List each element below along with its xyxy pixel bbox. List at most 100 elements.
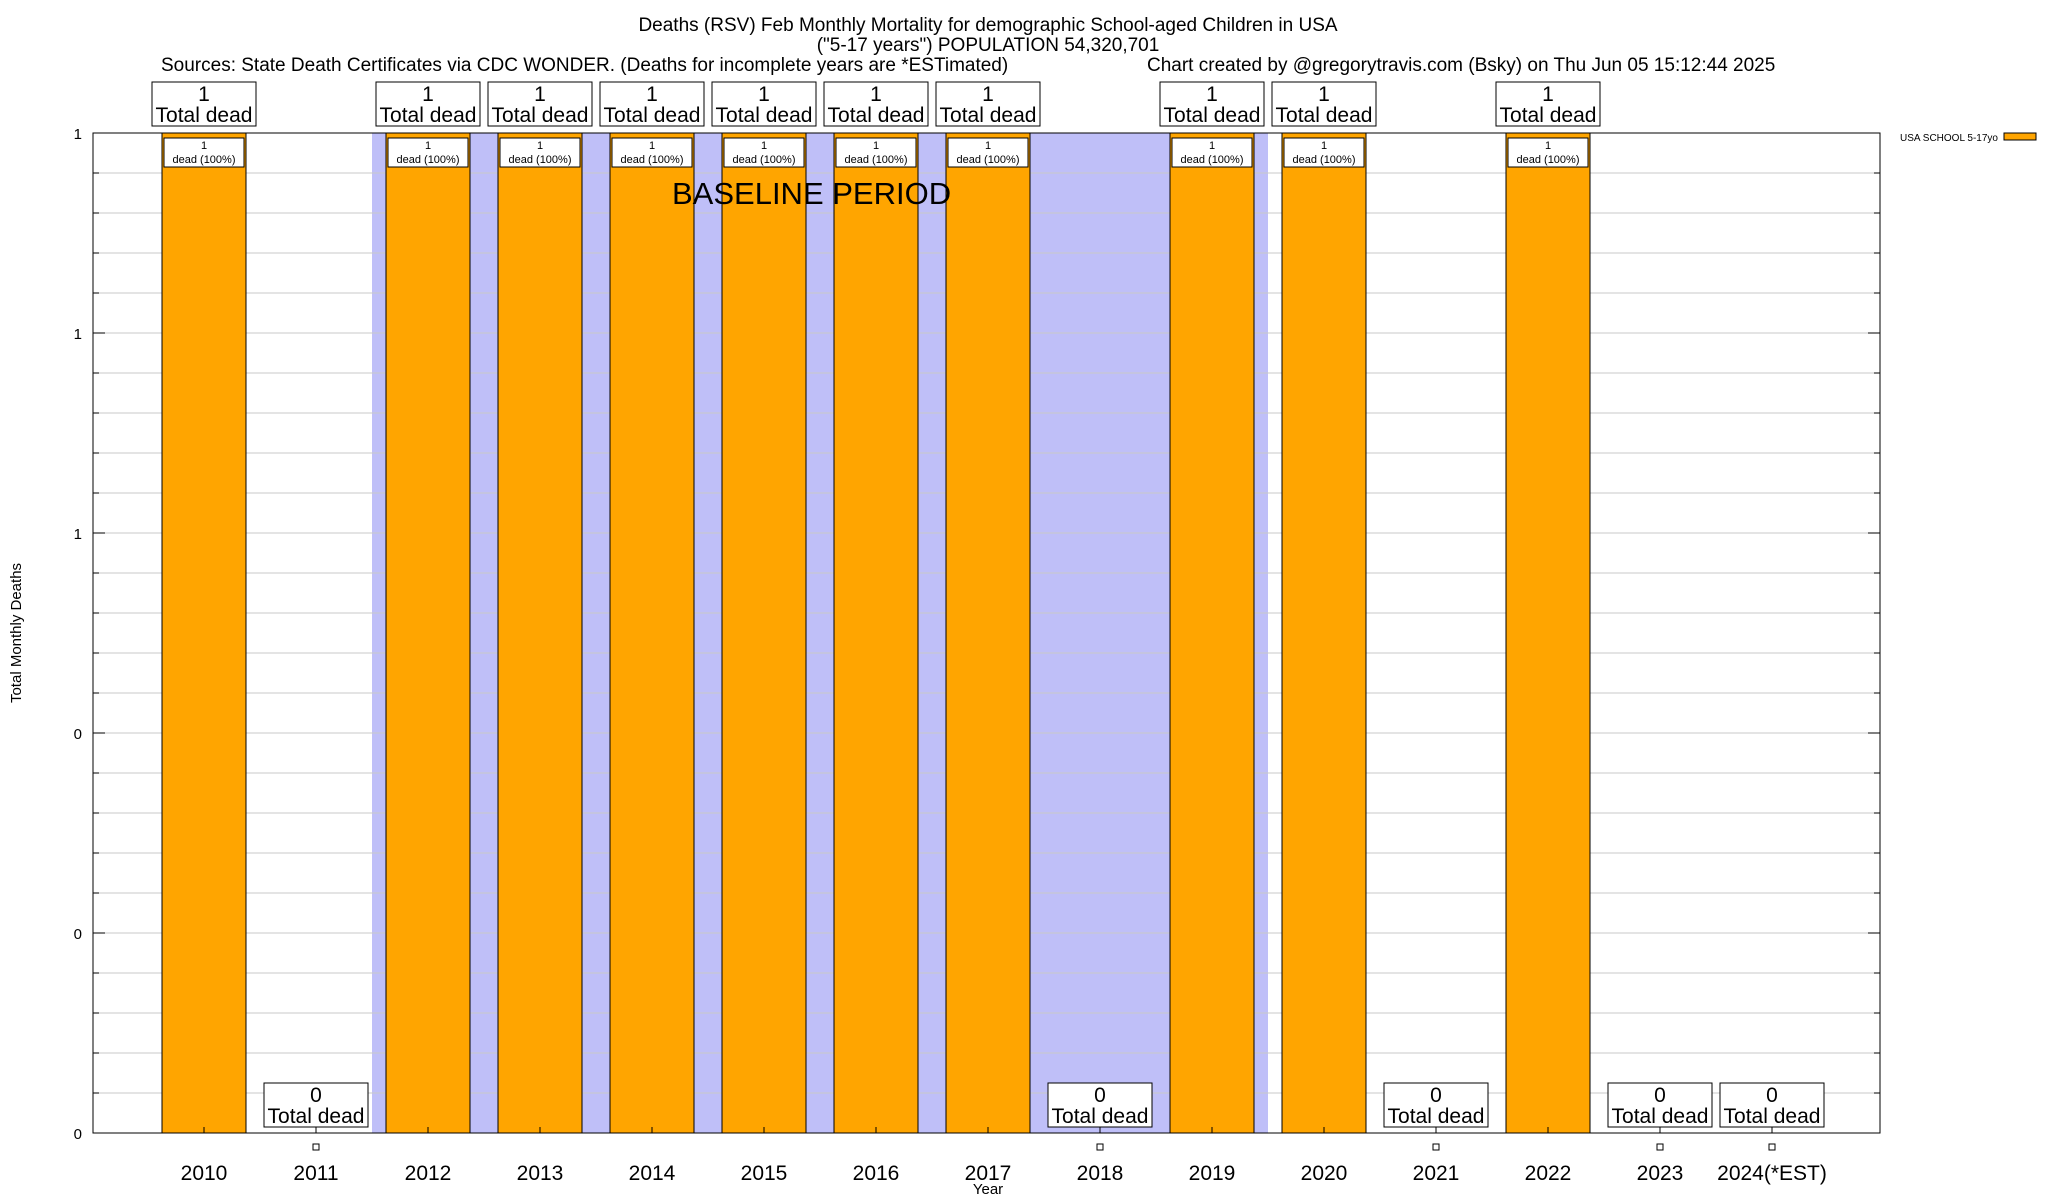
bar — [385, 132, 471, 1134]
baseline-period-label: BASELINE PERIOD — [672, 176, 951, 211]
total-label-box — [375, 81, 481, 127]
bar — [1281, 132, 1367, 1134]
y-tick-label: 0 — [74, 1126, 82, 1143]
segment-label-box — [611, 137, 693, 168]
total-label-count: 1 — [1318, 83, 1330, 106]
axis-ticks: 0 0 0 1 1 1 2010 2011 2012 2013 2014 2015 2016 2017 20… — [74, 126, 1880, 1185]
x-tick-label: 2013 — [517, 1162, 564, 1185]
x-tick-label: 2014 — [629, 1162, 676, 1185]
x-tick-label: 2018 — [1077, 1162, 1124, 1185]
segment-label-text: dead (100%) — [845, 154, 908, 166]
x-tick-label: 2022 — [1525, 1162, 1572, 1185]
segment-label-box — [387, 137, 469, 168]
segment-label-count: 1 — [201, 140, 207, 152]
x-tick-label: 2021 — [1413, 1162, 1460, 1185]
segment-label-count: 1 — [873, 140, 879, 152]
total-label-box — [1159, 81, 1265, 127]
x-tick-label: 2015 — [741, 1162, 788, 1185]
total-label-count: 1 — [534, 83, 546, 106]
total-label-count: 0 — [1094, 1084, 1106, 1107]
bar — [497, 132, 583, 1134]
total-label-box — [1607, 1082, 1713, 1128]
total-label-count: 1 — [422, 83, 434, 106]
y-axis-label: Total Monthly Deaths — [8, 563, 25, 703]
total-label-box — [823, 81, 929, 127]
bar — [833, 132, 919, 1134]
total-label-box — [151, 81, 257, 127]
total-label-count: 0 — [1766, 1084, 1778, 1107]
segment-label-text: dead (100%) — [733, 154, 796, 166]
x-tick-label: 2011 — [293, 1162, 338, 1185]
x-tick-label: 2010 — [181, 1162, 228, 1185]
segment-label-count: 1 — [425, 140, 431, 152]
total-label-text: Total dead — [716, 104, 813, 127]
segment-label-box — [723, 137, 805, 168]
bar — [1505, 132, 1591, 1134]
total-label-count: 0 — [310, 1084, 322, 1107]
y-tick-label: 0 — [74, 726, 82, 743]
total-label-box — [711, 81, 817, 127]
segment-label-text: dead (100%) — [1517, 154, 1580, 166]
total-label-text: Total dead — [156, 104, 253, 127]
chart-credit: Chart created by @gregorytravis.com (Bsk… — [1147, 55, 1775, 76]
chart-title: Deaths (RSV) Feb Monthly Mortality for d… — [638, 15, 1337, 36]
x-tick-label: 2012 — [405, 1162, 452, 1185]
total-label-text: Total dead — [1276, 104, 1373, 127]
total-label-count: 0 — [1654, 1084, 1666, 1107]
total-label-text: Total dead — [1500, 104, 1597, 127]
segment-label-count: 1 — [537, 140, 543, 152]
total-label-box — [263, 1082, 369, 1128]
total-label-count: 1 — [1542, 83, 1554, 106]
total-label-count: 1 — [1206, 83, 1218, 106]
segment-label-count: 1 — [985, 140, 991, 152]
sources-note: Sources: State Death Certificates via CD… — [161, 55, 1008, 76]
total-label-text: Total dead — [492, 104, 589, 127]
y-tick-label: 1 — [74, 126, 82, 143]
y-tick-label: 1 — [74, 326, 82, 343]
x-axis-label: Year — [973, 1181, 1003, 1198]
total-label-text: Total dead — [604, 104, 701, 127]
total-label-count: 1 — [982, 83, 994, 106]
y-tick-label: 1 — [74, 526, 82, 543]
chart-subtitle: ("5-17 years") POPULATION 54,320,701 — [817, 35, 1160, 56]
total-label-count: 1 — [870, 83, 882, 106]
total-label-box — [487, 81, 593, 127]
segment-label-text: dead (100%) — [397, 154, 460, 166]
total-label-text: Total dead — [828, 104, 925, 127]
segment-label-count: 1 — [1545, 140, 1551, 152]
total-label-box — [1495, 81, 1601, 127]
segment-label-box — [1507, 137, 1589, 168]
legend-label: USA SCHOOL 5-17yo — [1900, 133, 1998, 144]
total-label-box — [935, 81, 1041, 127]
total-label-text: Total dead — [1388, 1105, 1485, 1128]
plot-frame — [92, 132, 1881, 1134]
segment-label-text: dead (100%) — [173, 154, 236, 166]
segment-label-text: dead (100%) — [957, 154, 1020, 166]
total-label-text: Total dead — [1724, 1105, 1821, 1128]
total-label-count: 1 — [758, 83, 770, 106]
bar — [721, 132, 807, 1134]
segment-label-box — [1171, 137, 1253, 168]
segment-label-count: 1 — [1321, 140, 1327, 152]
total-label-text: Total dead — [1052, 1105, 1149, 1128]
bar — [609, 132, 695, 1134]
segment-label-count: 1 — [1209, 140, 1215, 152]
x-tick-label: 2016 — [853, 1162, 900, 1185]
total-label-text: Total dead — [940, 104, 1037, 127]
bar — [945, 132, 1031, 1134]
bars — [161, 132, 1776, 1151]
x-tick-label: 2020 — [1301, 1162, 1348, 1185]
segment-label-box — [835, 137, 917, 168]
segment-label-text: dead (100%) — [509, 154, 572, 166]
x-tick-label: 2023 — [1637, 1162, 1684, 1185]
legend-swatch — [2003, 132, 2037, 141]
x-tick-label: 2019 — [1189, 1162, 1236, 1185]
y-tick-label: 0 — [74, 926, 82, 943]
x-tick-label: 2024(*EST) — [1717, 1162, 1827, 1185]
legend: USA SCHOOL 5-17yo — [1900, 132, 2037, 144]
total-label-text: Total dead — [1612, 1105, 1709, 1128]
total-label-box — [1047, 1082, 1153, 1128]
segment-label-text: dead (100%) — [1293, 154, 1356, 166]
segment-label-count: 1 — [761, 140, 767, 152]
